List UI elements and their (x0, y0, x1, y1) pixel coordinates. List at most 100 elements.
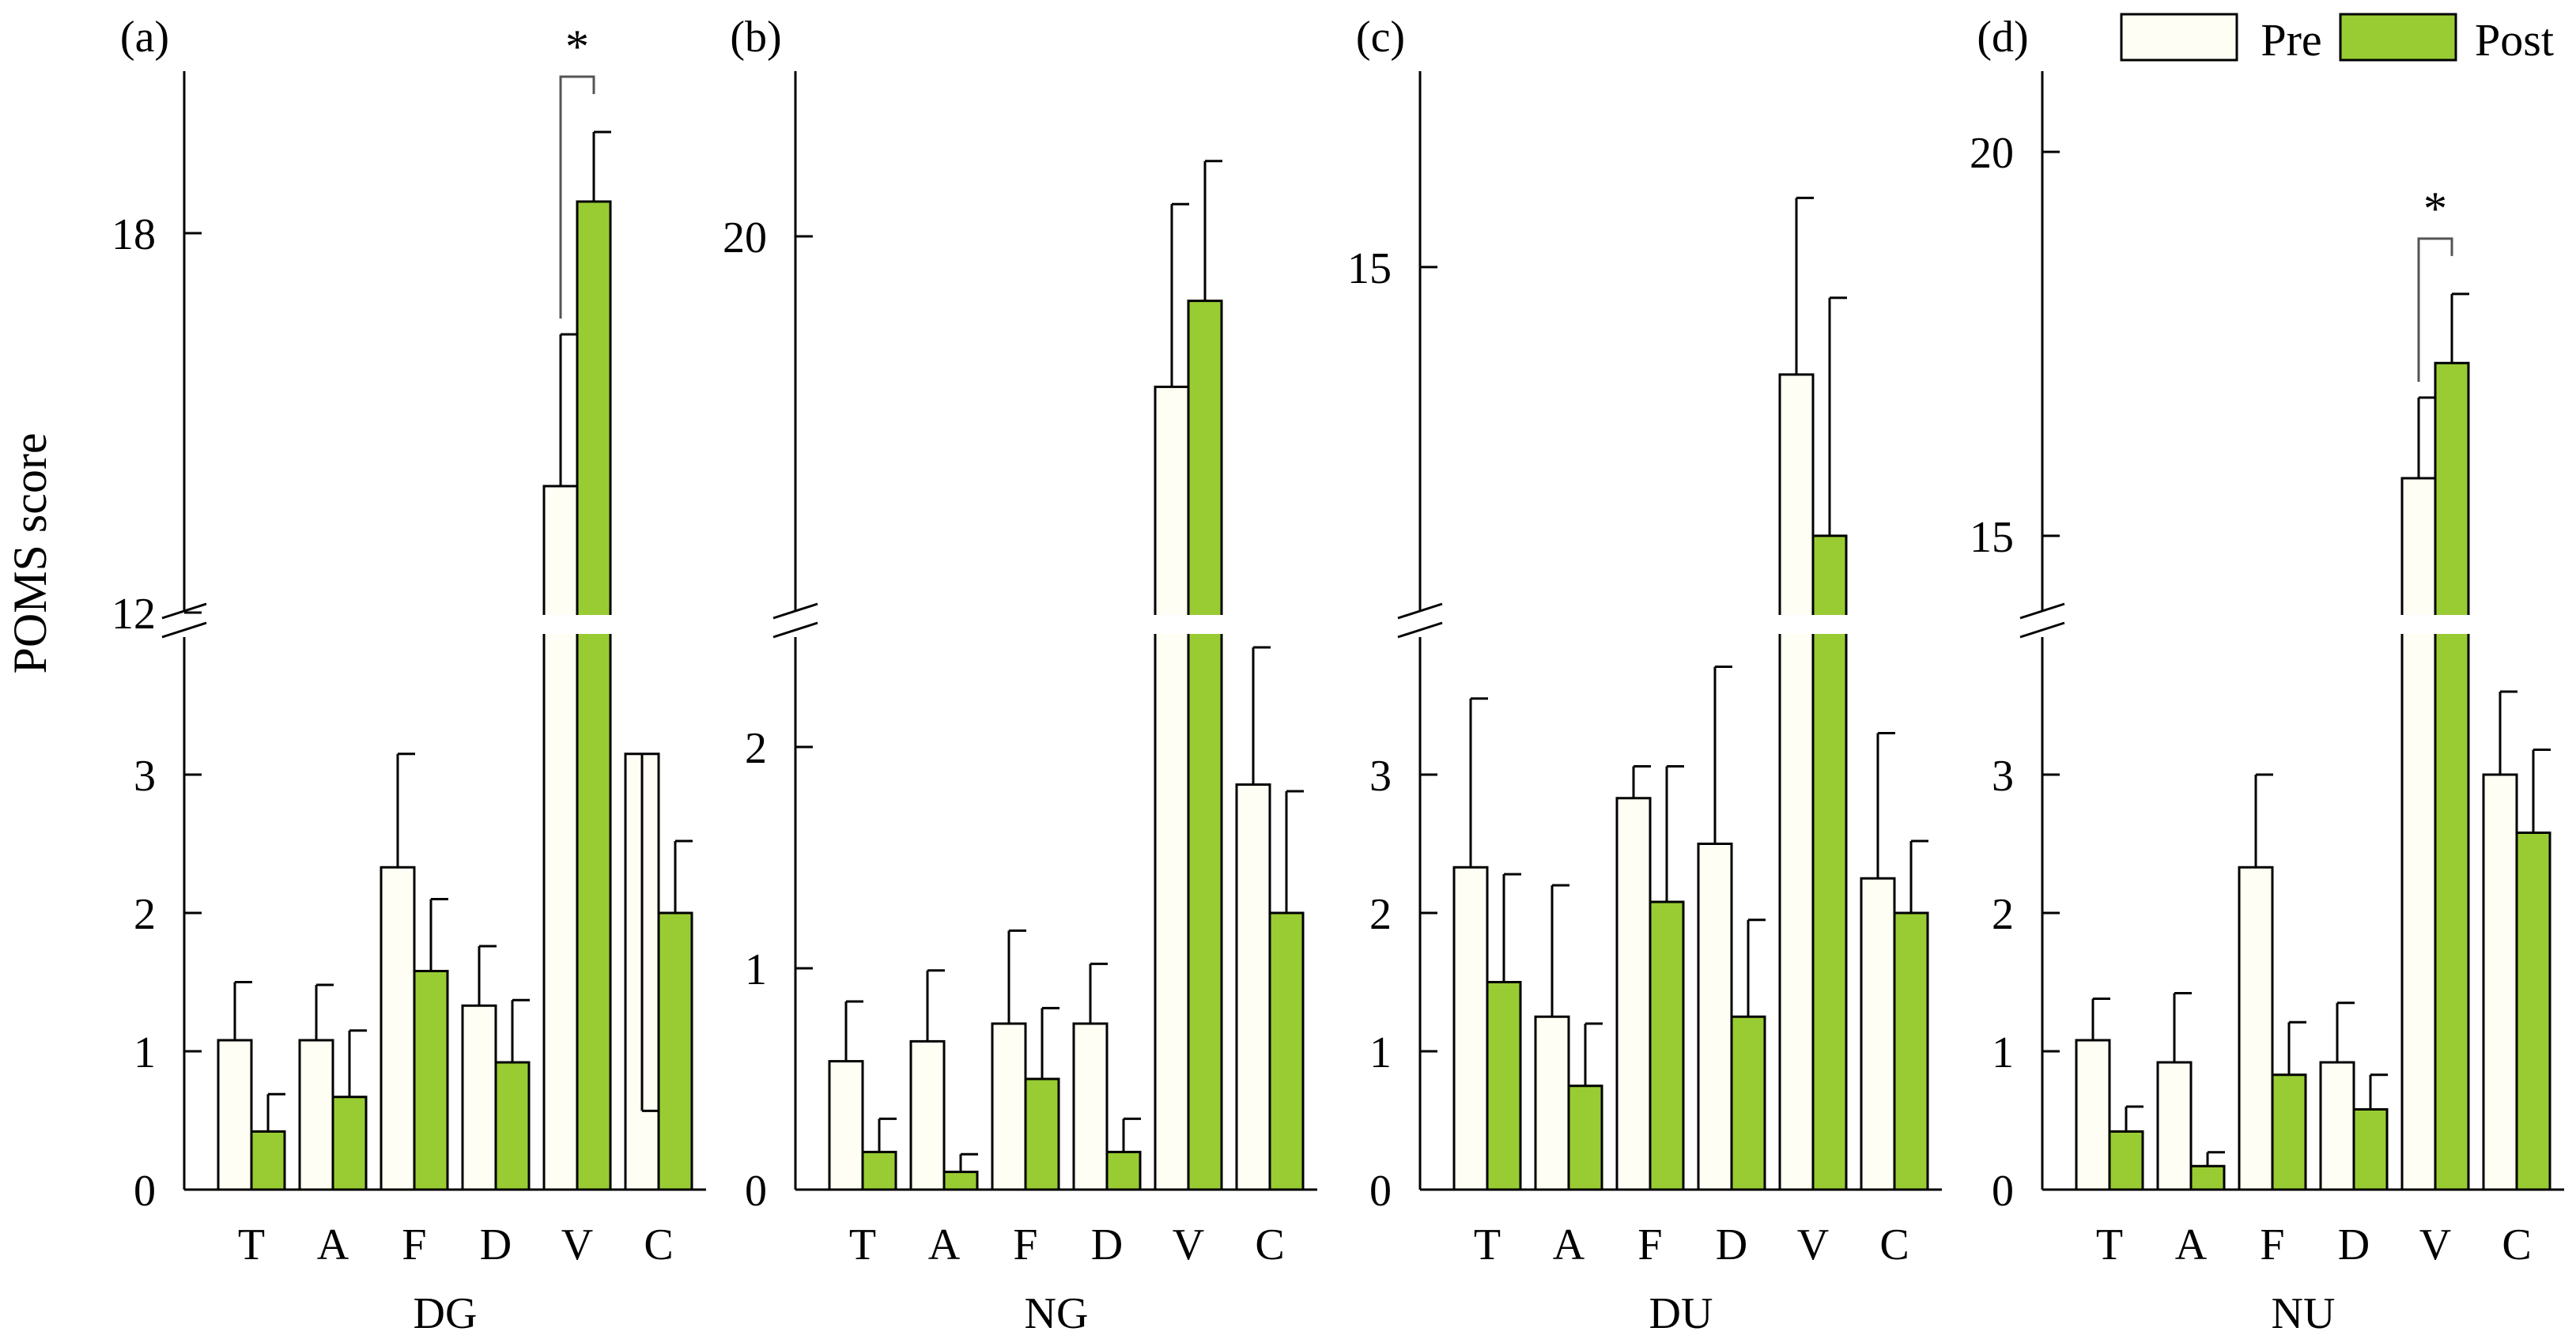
x-tick-label: D (480, 1220, 512, 1269)
x-tick-label: F (402, 1220, 426, 1269)
x-tick-label: V (2419, 1220, 2451, 1269)
bar-pre-d (2319, 1061, 2355, 1191)
x-tick-label: T (849, 1220, 876, 1269)
panel-ng: 0 1 2 20 (b) T A F D V C NG (723, 13, 1317, 1338)
bar-post-d (494, 1061, 531, 1191)
bar-pre-f (1615, 797, 1652, 1191)
bar-break-gap (1777, 615, 1849, 634)
y-tick-label: 2 (134, 890, 156, 939)
bar-break-gap (2399, 615, 2472, 634)
legend-label-pre: Pre (2261, 14, 2321, 66)
panel-label: (b) (730, 13, 781, 62)
bar-post-t (250, 1130, 286, 1191)
x-tick-label: V (1173, 1220, 1204, 1269)
bar-post-f (1649, 900, 1685, 1191)
bar-post-f (1024, 1077, 1060, 1191)
bar-post-v (1811, 534, 1848, 1191)
bar-pre-c (2482, 773, 2518, 1191)
panel-label: (d) (1977, 13, 2028, 62)
significance-marker: * (2423, 183, 2447, 235)
bar-pre-a (1534, 1015, 1570, 1191)
panel-label: (a) (120, 13, 169, 62)
axis-break-mark (1397, 602, 1443, 620)
legend-label-post: Post (2475, 14, 2554, 66)
axis-break-mark (161, 602, 207, 620)
bar-pre-t (2075, 1039, 2111, 1191)
bar-post-d (1730, 1015, 1766, 1191)
y-tick-label: 12 (111, 590, 156, 639)
axis-break-mark (161, 621, 207, 639)
significance-bracket (2417, 237, 2453, 382)
bar-post-t (1486, 981, 1522, 1191)
panel-du: 0 1 2 3 15 (c) T A F D V C DU (1347, 13, 1942, 1338)
bar-post-a (942, 1171, 979, 1191)
y-tick-label: 2 (745, 724, 767, 773)
bar-break-gap (541, 615, 614, 634)
y-tick-label: 1 (1369, 1028, 1392, 1077)
bar-post-f (2271, 1073, 2307, 1191)
axis-break-mark (772, 602, 818, 620)
bar-post-t (861, 1150, 897, 1191)
bar-pre-v (542, 485, 579, 1191)
bar-post-a (1567, 1084, 1603, 1191)
group-label: NU (2272, 1289, 2336, 1338)
bar-pre-d (1072, 1022, 1109, 1191)
bar-pre-t (828, 1060, 864, 1191)
bar-post-t (2108, 1130, 2144, 1191)
y-tick-label: 0 (134, 1167, 156, 1216)
bar-pre-a (909, 1039, 946, 1191)
y-tick-label: 20 (1970, 129, 2014, 178)
x-tick-label: A (2175, 1220, 2208, 1269)
axis-break-mark (1397, 621, 1443, 639)
y-tick-label: 15 (1970, 513, 2014, 562)
x-tick-label: F (1637, 1220, 1662, 1269)
y-tick-label: 1 (134, 1028, 156, 1077)
y-axis-label: POMS score (4, 432, 56, 673)
bar-pre-a (2156, 1061, 2193, 1191)
panel-label: (c) (1356, 13, 1405, 62)
axis-break-mark (772, 621, 818, 639)
x-tick-label: D (1091, 1220, 1123, 1269)
bar-post-c (1268, 911, 1305, 1191)
axis-break-mark (2019, 602, 2065, 620)
bar-post-d (1105, 1150, 1142, 1191)
y-tick-label: 1 (745, 945, 767, 994)
x-tick-label: C (644, 1220, 673, 1269)
x-tick-label: C (1879, 1220, 1909, 1269)
x-tick-label: C (1255, 1220, 1284, 1269)
x-tick-label: T (238, 1220, 265, 1269)
x-tick-label: F (2260, 1220, 2284, 1269)
bar-pre-c (1235, 783, 1271, 1191)
axis-break-mark (2019, 621, 2065, 639)
bar-pre-a (298, 1039, 334, 1191)
bar-post-d (2352, 1108, 2389, 1191)
y-tick-label: 3 (1369, 752, 1392, 801)
y-tick-label: 0 (1992, 1167, 2014, 1216)
bar-pre-v (1154, 385, 1190, 1191)
bar-post-a (331, 1096, 368, 1191)
x-tick-label: D (1716, 1220, 1747, 1269)
y-tick-label: 20 (723, 213, 767, 262)
bar-pre-f (380, 866, 416, 1191)
x-tick-label: T (2096, 1220, 2123, 1269)
legend-swatch-post (2339, 13, 2457, 62)
bar-post-v (2434, 361, 2470, 1191)
bar-post-v (1187, 300, 1223, 1191)
y-tick-label: 2 (1992, 890, 2014, 939)
y-tick-label: 1 (1992, 1028, 2014, 1077)
bar-post-v (576, 200, 612, 1191)
panel-nu: 0 1 2 3 15 20 (d) T A F D V C NU * (1970, 13, 2564, 1338)
y-tick-label: 2 (1369, 890, 1392, 939)
legend-swatch-pre (2120, 13, 2238, 62)
x-tick-label: C (2502, 1220, 2531, 1269)
bar-pre-f (2238, 866, 2274, 1191)
significance-bracket (559, 75, 595, 319)
group-label: NG (1025, 1289, 1089, 1338)
bar-pre-v (2400, 477, 2437, 1191)
x-tick-label: A (317, 1220, 349, 1269)
bar-break-gap (1152, 615, 1225, 634)
x-tick-label: A (928, 1220, 961, 1269)
